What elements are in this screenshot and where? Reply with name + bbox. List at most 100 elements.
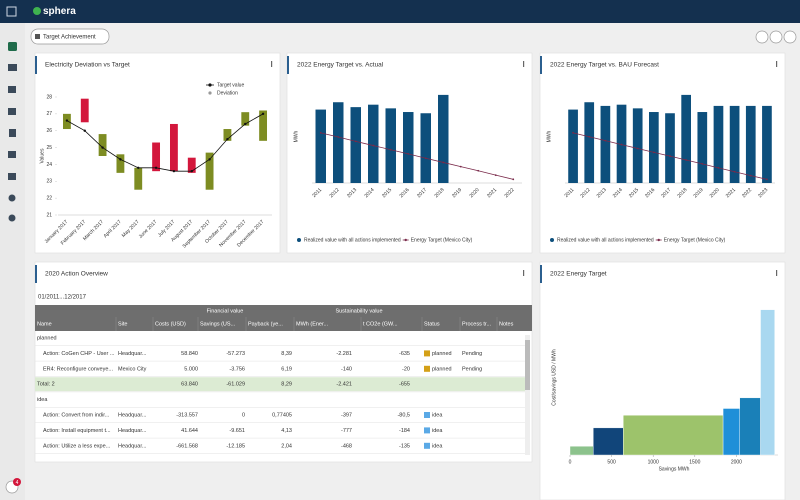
legend-marker xyxy=(550,238,554,242)
point xyxy=(749,174,752,177)
status-icon xyxy=(424,442,430,449)
nav-settings[interactable] xyxy=(8,151,16,158)
point xyxy=(172,169,176,173)
scrollbar[interactable] xyxy=(525,335,530,455)
cell: -2.281 xyxy=(336,351,352,357)
nav-charts[interactable] xyxy=(8,108,16,115)
cell: planned xyxy=(432,366,452,372)
y-tick-label: 22 xyxy=(46,195,52,201)
cell: Headquar... xyxy=(118,412,147,418)
column-header: Payback (ye... xyxy=(248,321,283,327)
nav-dashboard[interactable] xyxy=(8,64,17,71)
settings-button[interactable] xyxy=(783,30,797,44)
nav-home[interactable] xyxy=(8,42,17,51)
legend-label: Deviation xyxy=(217,90,238,96)
bar xyxy=(403,112,414,183)
cell: 58.840 xyxy=(181,351,198,357)
column-header: Notes xyxy=(499,321,514,327)
cell: 4,13 xyxy=(281,428,292,434)
point xyxy=(669,155,671,157)
cell: 41.644 xyxy=(181,428,198,434)
deviation-bar xyxy=(80,98,89,123)
cell: -9.651 xyxy=(229,428,245,434)
panel-accent xyxy=(540,56,542,74)
deviation-bar xyxy=(223,129,232,141)
nav-reports[interactable] xyxy=(8,86,16,93)
point xyxy=(337,136,340,138)
panel-title: 2020 Action Overview xyxy=(45,271,108,278)
point xyxy=(685,159,688,161)
total-row xyxy=(35,377,525,392)
y-axis-label: Cost/savings USD / MWh xyxy=(551,349,557,406)
y-tick-label: 21 xyxy=(46,212,52,218)
y-axis-label: MWh xyxy=(293,130,299,142)
cell: Total: 2 xyxy=(37,382,55,388)
cell: Action: Install equipment t... xyxy=(43,428,111,434)
brand: sphera xyxy=(43,6,76,17)
panel-menu[interactable] xyxy=(271,61,273,67)
nav-tools[interactable] xyxy=(8,173,16,180)
point xyxy=(494,174,497,177)
y-tick-label: 27 xyxy=(46,111,52,117)
cell: -57.273 xyxy=(226,351,245,357)
bar xyxy=(632,108,643,183)
legend-label: Realized value with all actions implemen… xyxy=(557,237,654,243)
point xyxy=(512,178,515,181)
legend-marker xyxy=(208,91,212,95)
bar xyxy=(739,397,761,456)
cell: -661.568 xyxy=(176,443,198,449)
point xyxy=(354,140,357,143)
legend-label: Energy Target (Mexico City) xyxy=(664,237,726,243)
panel-title: 2022 Energy Target xyxy=(550,271,607,278)
cell: -397 xyxy=(341,412,352,418)
bar xyxy=(760,309,775,456)
cell: -80,5 xyxy=(397,412,410,418)
delete-button[interactable] xyxy=(769,30,783,44)
cell: 63.840 xyxy=(181,382,198,388)
cell: planned xyxy=(432,351,452,357)
y-tick-label: 28 xyxy=(46,94,52,100)
dashboard-dropdown[interactable] xyxy=(30,28,110,45)
bar xyxy=(745,105,756,183)
bar xyxy=(368,104,379,183)
legend-marker xyxy=(297,238,301,242)
bar xyxy=(722,408,740,456)
edit-button[interactable] xyxy=(755,30,769,44)
notification-badge xyxy=(13,478,21,486)
bar xyxy=(713,105,724,183)
cell: Pending xyxy=(462,351,482,357)
status-icon xyxy=(424,365,430,372)
scrollbar-thumb[interactable] xyxy=(525,340,530,390)
panel-menu[interactable] xyxy=(776,61,778,67)
status-icon xyxy=(424,427,430,434)
y-tick-label: 25 xyxy=(46,145,52,151)
point xyxy=(701,163,704,165)
point xyxy=(261,112,265,116)
cell: -2.421 xyxy=(336,382,352,388)
panel-menu[interactable] xyxy=(523,61,525,67)
nav-help[interactable] xyxy=(8,194,16,202)
y-tick-label: 26 xyxy=(46,128,52,134)
x-tick-label: 0 xyxy=(569,459,572,465)
panel-menu[interactable] xyxy=(776,270,778,276)
bar xyxy=(729,105,740,183)
notification-count: 4 xyxy=(16,480,19,486)
legend-label: Realized value with all actions implemen… xyxy=(304,237,401,243)
nav-user[interactable] xyxy=(8,214,16,222)
point xyxy=(190,169,193,173)
cell: 0 xyxy=(242,412,245,418)
cell: 0,77405 xyxy=(272,412,292,418)
point xyxy=(244,122,247,126)
deviation-bar xyxy=(169,123,178,172)
x-tick-label: 1000 xyxy=(648,459,659,465)
nav-documents[interactable] xyxy=(9,129,16,137)
x-tick-label: 1500 xyxy=(689,459,700,465)
panel xyxy=(539,52,786,254)
panel-menu[interactable] xyxy=(523,270,525,276)
column-header: Site xyxy=(118,321,127,327)
apps-icon[interactable] xyxy=(6,6,17,17)
cell: -635 xyxy=(399,351,410,357)
cell: Action: Utilize a less expe... xyxy=(43,443,111,449)
column-header: Name xyxy=(37,321,52,327)
logo-mark xyxy=(33,7,41,15)
